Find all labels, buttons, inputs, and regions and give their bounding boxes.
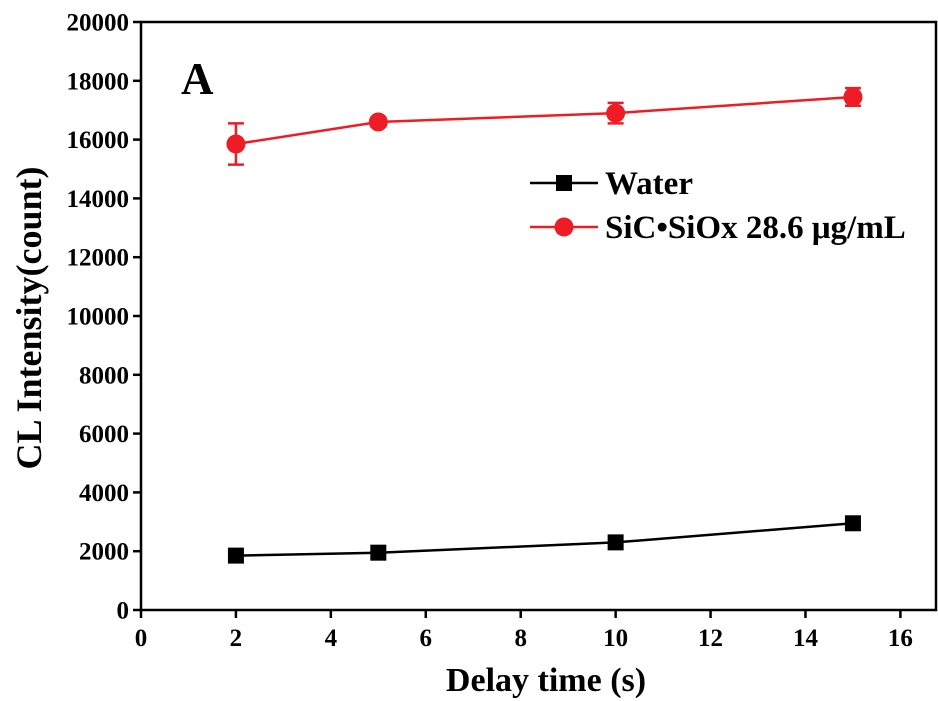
x-tick-label: 8 xyxy=(514,625,527,652)
series-0-point xyxy=(844,515,861,532)
x-tick-label: 14 xyxy=(793,625,819,652)
y-tick-label: 16000 xyxy=(67,127,130,154)
legend-marker xyxy=(554,217,574,237)
series-1-point xyxy=(368,112,388,132)
x-tick-label: 0 xyxy=(135,625,148,652)
series-1-line xyxy=(235,95,853,146)
y-tick-label: 6000 xyxy=(79,421,129,448)
series-1 xyxy=(226,86,863,166)
y-tick-label: 10000 xyxy=(67,304,130,331)
axis-ticks-layer: 0 2000 4000 6000 8000 10000 12000 14000 16000 180… xyxy=(67,10,913,653)
x-axis-label: Delay time (s) xyxy=(446,662,646,699)
x-tick-label: 10 xyxy=(603,625,628,652)
series-0-point xyxy=(227,547,244,564)
y-tick-label: 14000 xyxy=(67,186,130,213)
x-tick-label: 2 xyxy=(230,625,243,652)
series-0-point xyxy=(607,534,624,551)
y-tick-label: 2000 xyxy=(79,539,129,566)
legend-marker xyxy=(556,175,572,191)
series-1-point xyxy=(606,103,626,123)
plot-frame xyxy=(139,20,938,612)
series-0-point xyxy=(370,544,387,561)
y-tick-label: 12000 xyxy=(67,245,130,272)
legend-label-sic-siox: SiC•SiOx 28.6 μg/mL xyxy=(605,210,906,246)
y-tick-label: 8000 xyxy=(79,362,129,389)
x-tick-label: 16 xyxy=(888,625,913,652)
legend-entry-water: Water xyxy=(530,166,693,202)
y-tick-label: 18000 xyxy=(67,68,130,95)
y-tick-label: 4000 xyxy=(79,480,129,507)
series-0 xyxy=(227,515,861,564)
x-tick-label: 12 xyxy=(698,625,723,652)
y-axis-label: CL Intensity(count) xyxy=(9,166,49,469)
series-0-line xyxy=(235,522,854,557)
panel-label: A xyxy=(181,54,214,104)
legend-entry-sic-siox: SiC•SiOx 28.6 μg/mL xyxy=(530,210,906,246)
plot-frame-layer xyxy=(139,20,938,612)
y-tick-label: 20000 xyxy=(67,10,130,37)
x-tick-label: 4 xyxy=(325,625,338,652)
x-tick-label: 6 xyxy=(420,625,433,652)
legend: Water SiC•SiOx 28.6 μg/mL xyxy=(530,166,906,246)
legend-label-water: Water xyxy=(605,166,693,202)
series-layer xyxy=(226,86,863,564)
series-1-point xyxy=(226,134,246,154)
y-tick-label: 0 xyxy=(117,598,130,625)
series-1-point xyxy=(843,87,863,107)
